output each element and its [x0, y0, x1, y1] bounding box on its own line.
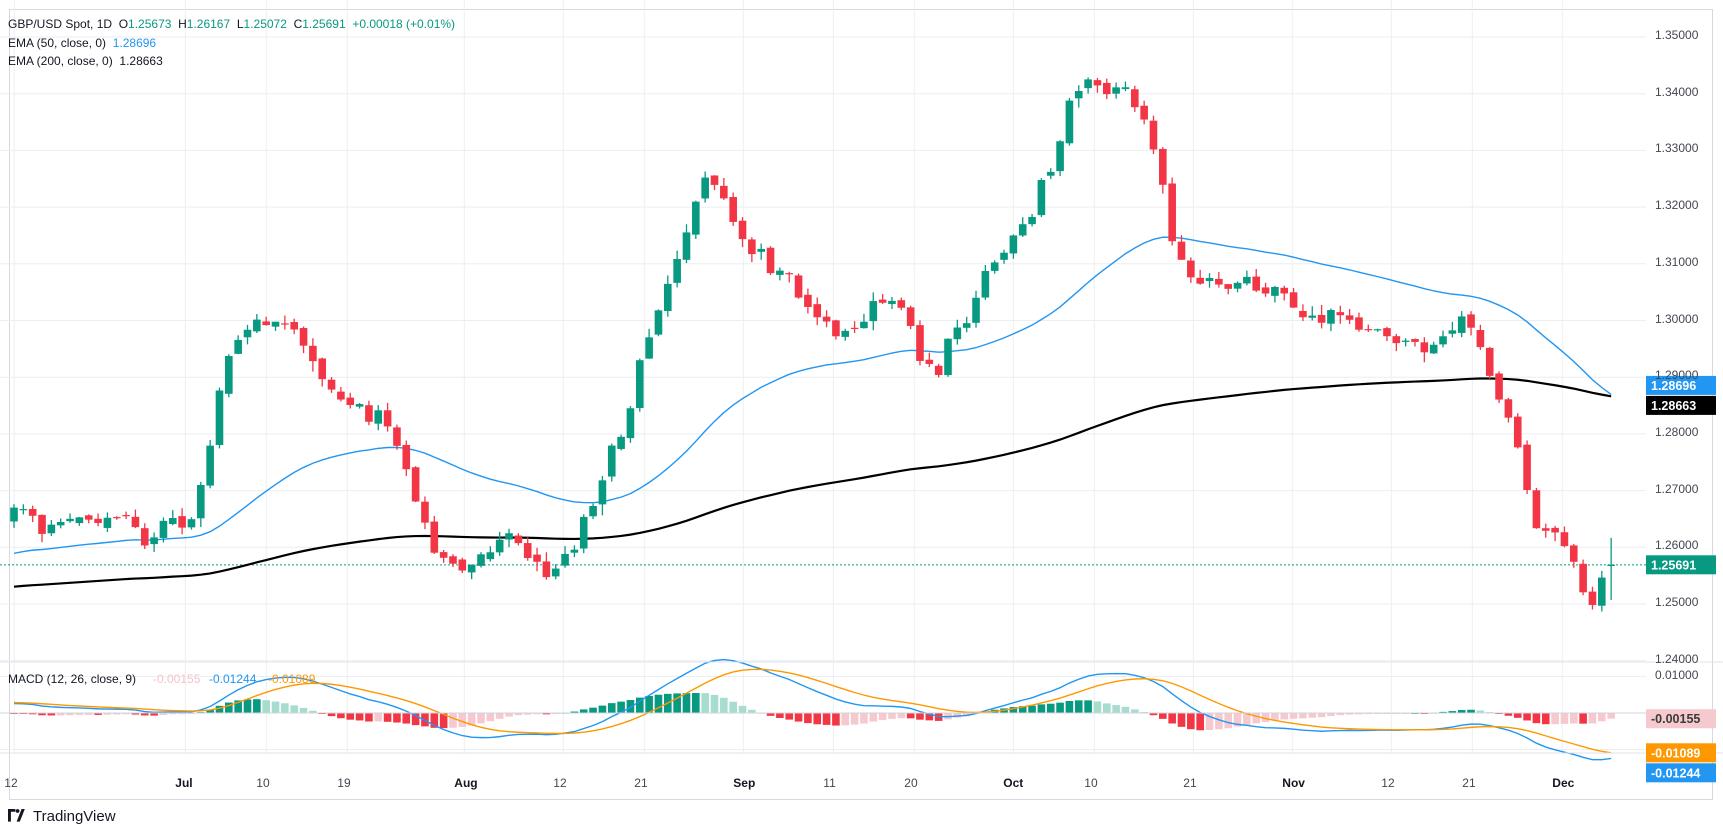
svg-text:-0.01244: -0.01244 [1651, 766, 1700, 780]
svg-text:1.25691: 1.25691 [1651, 558, 1696, 572]
svg-text:-0.01089: -0.01089 [1651, 746, 1700, 760]
svg-text:-0.00155: -0.00155 [1651, 712, 1700, 726]
svg-text:1.28663: 1.28663 [1651, 399, 1696, 413]
